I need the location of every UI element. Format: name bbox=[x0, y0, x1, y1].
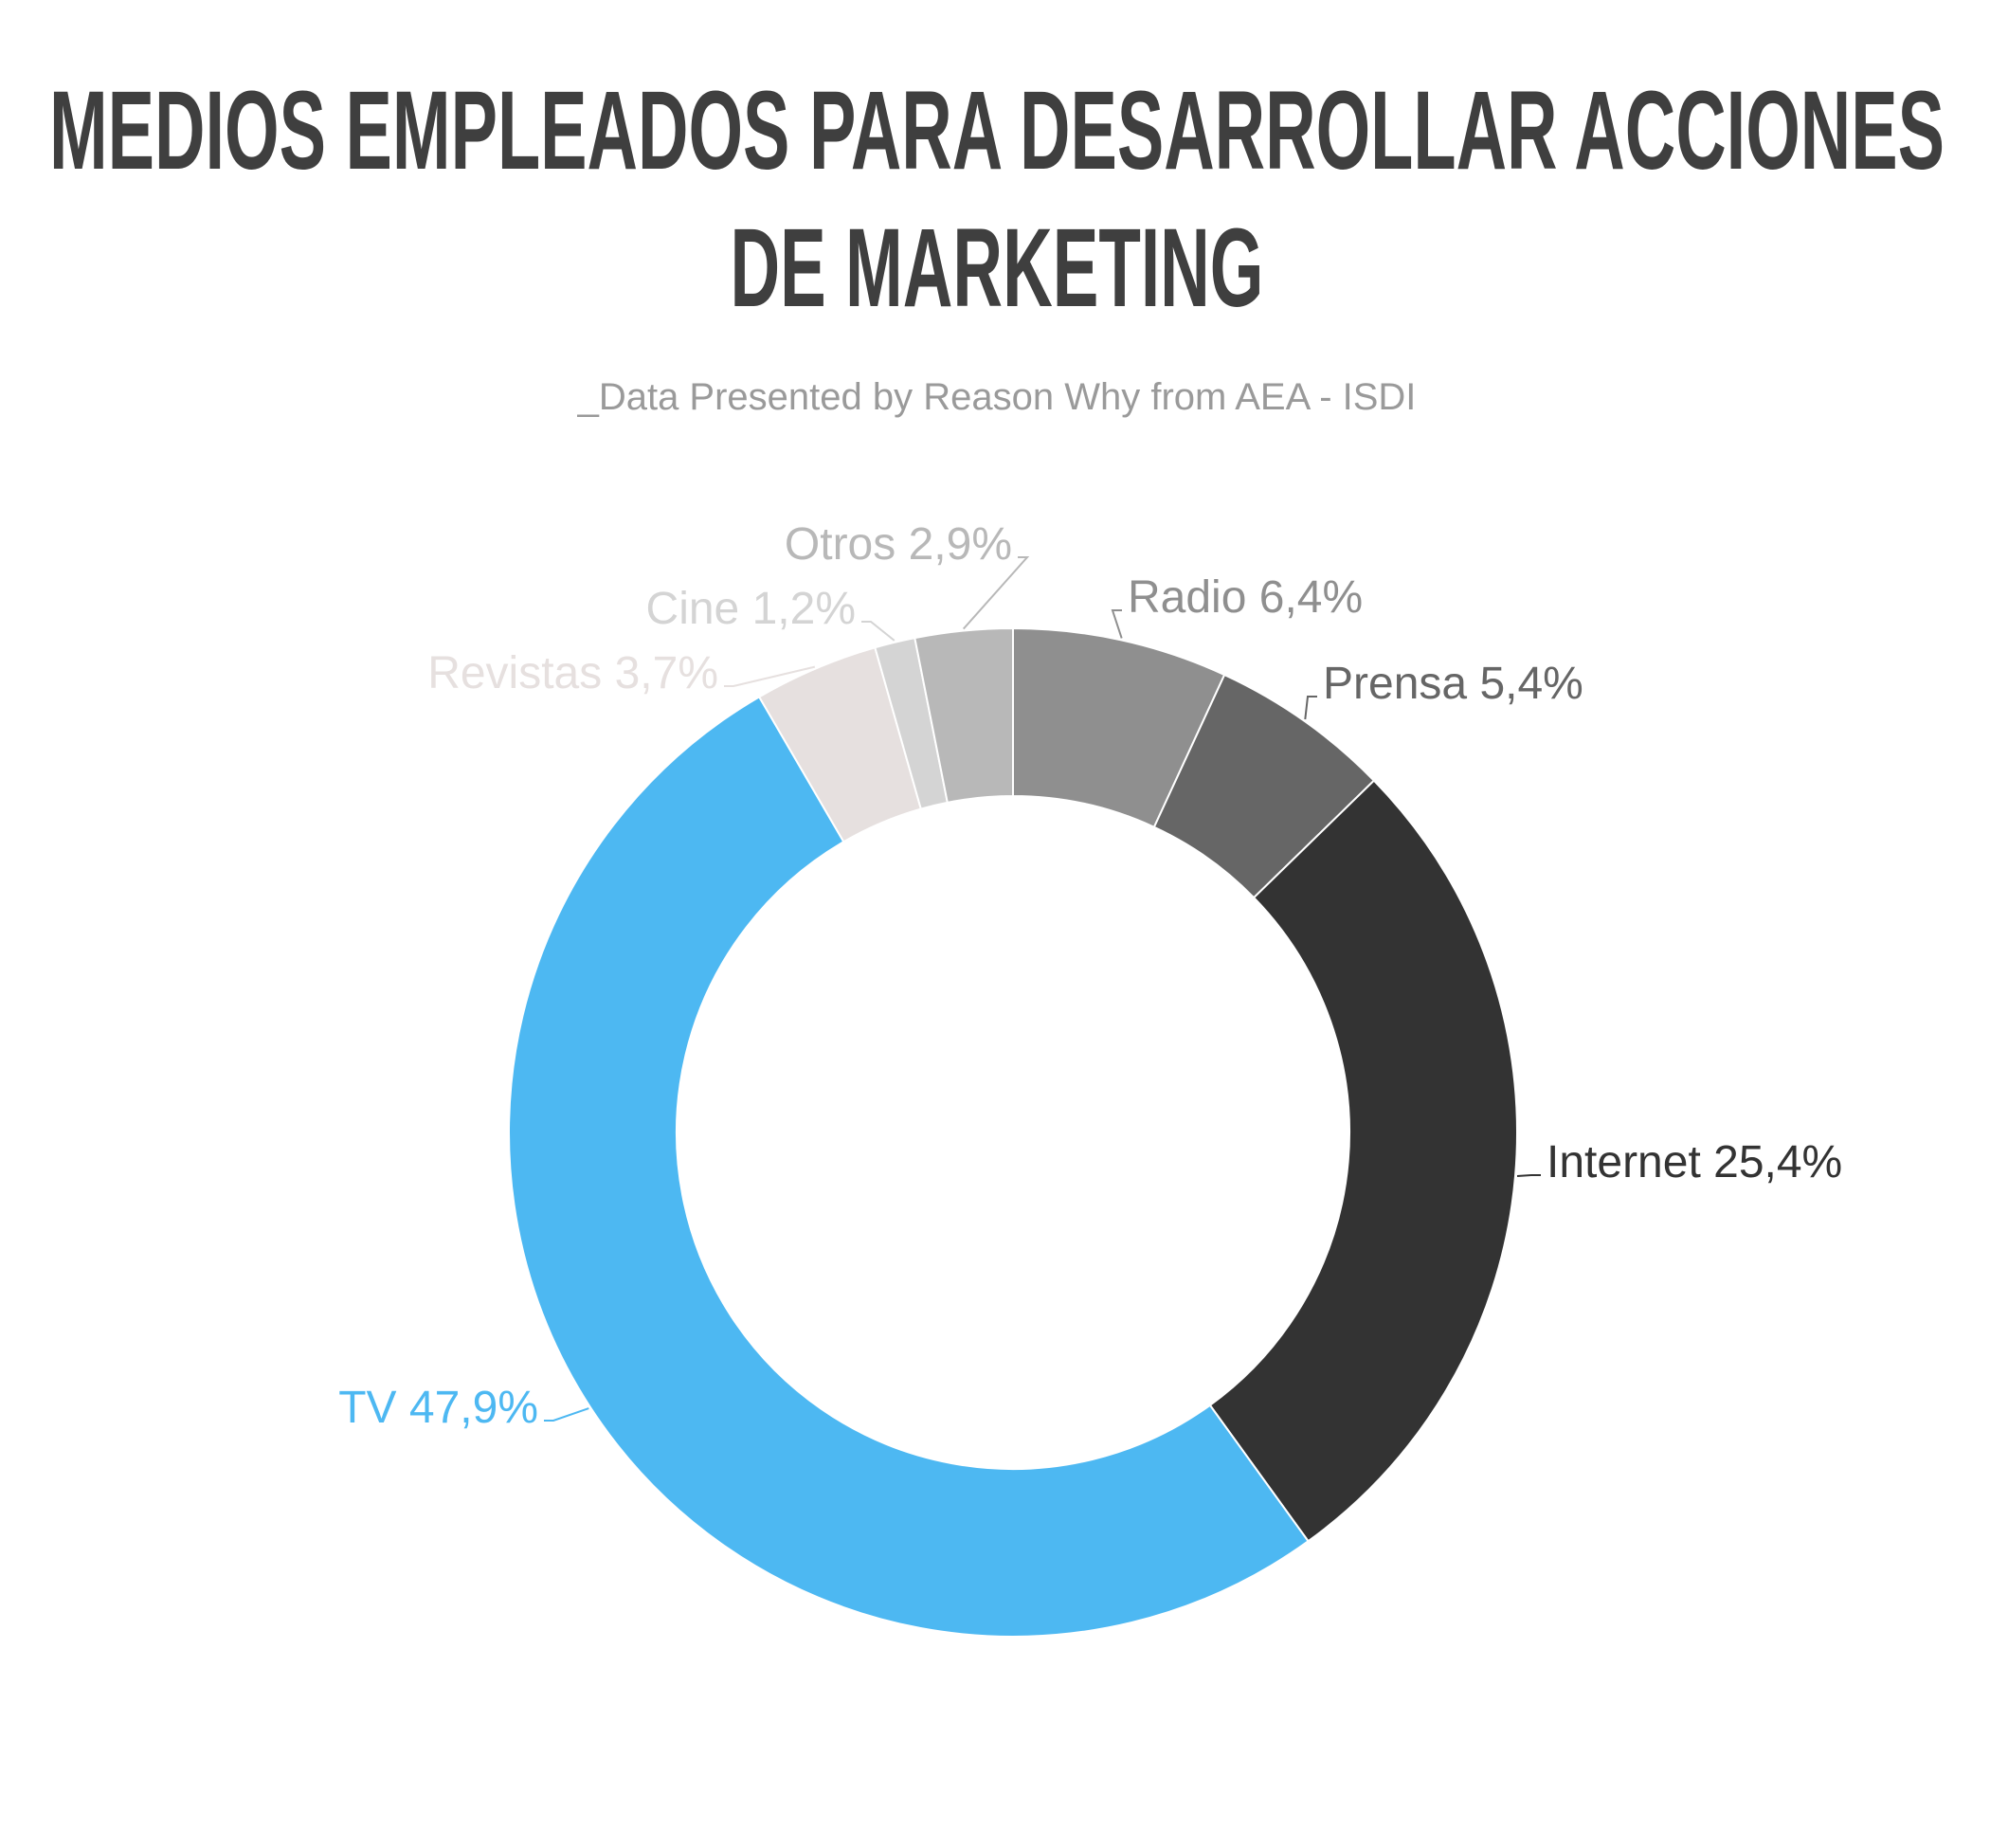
value-label: 25,4% bbox=[1713, 1137, 1842, 1187]
donut-slice bbox=[1208, 779, 1518, 1543]
category-label: Prensa bbox=[1323, 659, 1467, 709]
data-label: TV 47,9% bbox=[338, 1383, 538, 1433]
category-label: Otros bbox=[785, 519, 896, 570]
leader-line bbox=[1111, 609, 1123, 639]
chart-title: DE MARKETING bbox=[731, 206, 1264, 331]
value-label: 3,7% bbox=[615, 648, 718, 698]
donut-slice bbox=[508, 695, 1310, 1638]
donut-slice bbox=[914, 626, 1014, 804]
data-label: Internet 25,4% bbox=[1547, 1137, 1842, 1187]
category-label: Revistas bbox=[427, 648, 602, 698]
leader-line bbox=[861, 621, 896, 642]
data-label: Radio 6,4% bbox=[1128, 572, 1363, 623]
data-label: Revistas 3,7% bbox=[427, 648, 718, 698]
data-label: Cine 1,2% bbox=[646, 584, 856, 634]
leader-line bbox=[1304, 696, 1317, 720]
value-label: 2,9% bbox=[909, 519, 1012, 570]
leader-line bbox=[544, 1407, 589, 1422]
data-label: Otros 2,9% bbox=[785, 519, 1012, 570]
chart-subtitle: _Data Presented by Reason Why from AEA -… bbox=[577, 376, 1417, 418]
category-label: Cine bbox=[646, 584, 740, 634]
category-label: Radio bbox=[1128, 572, 1246, 623]
value-label: 47,9% bbox=[409, 1383, 538, 1433]
value-label: 5,4% bbox=[1479, 659, 1583, 709]
leader-line bbox=[724, 665, 816, 687]
data-label: Prensa 5,4% bbox=[1323, 659, 1583, 709]
value-label: 6,4% bbox=[1259, 572, 1363, 623]
chart-title: MEDIOS EMPLEADOS PARA DESARROLLAR ACCION… bbox=[49, 68, 1945, 193]
value-label: 1,2% bbox=[752, 584, 856, 634]
category-label: Internet bbox=[1547, 1137, 1701, 1187]
leader-line bbox=[962, 556, 1030, 630]
category-label: TV bbox=[338, 1383, 396, 1433]
leader-line bbox=[1516, 1174, 1541, 1177]
